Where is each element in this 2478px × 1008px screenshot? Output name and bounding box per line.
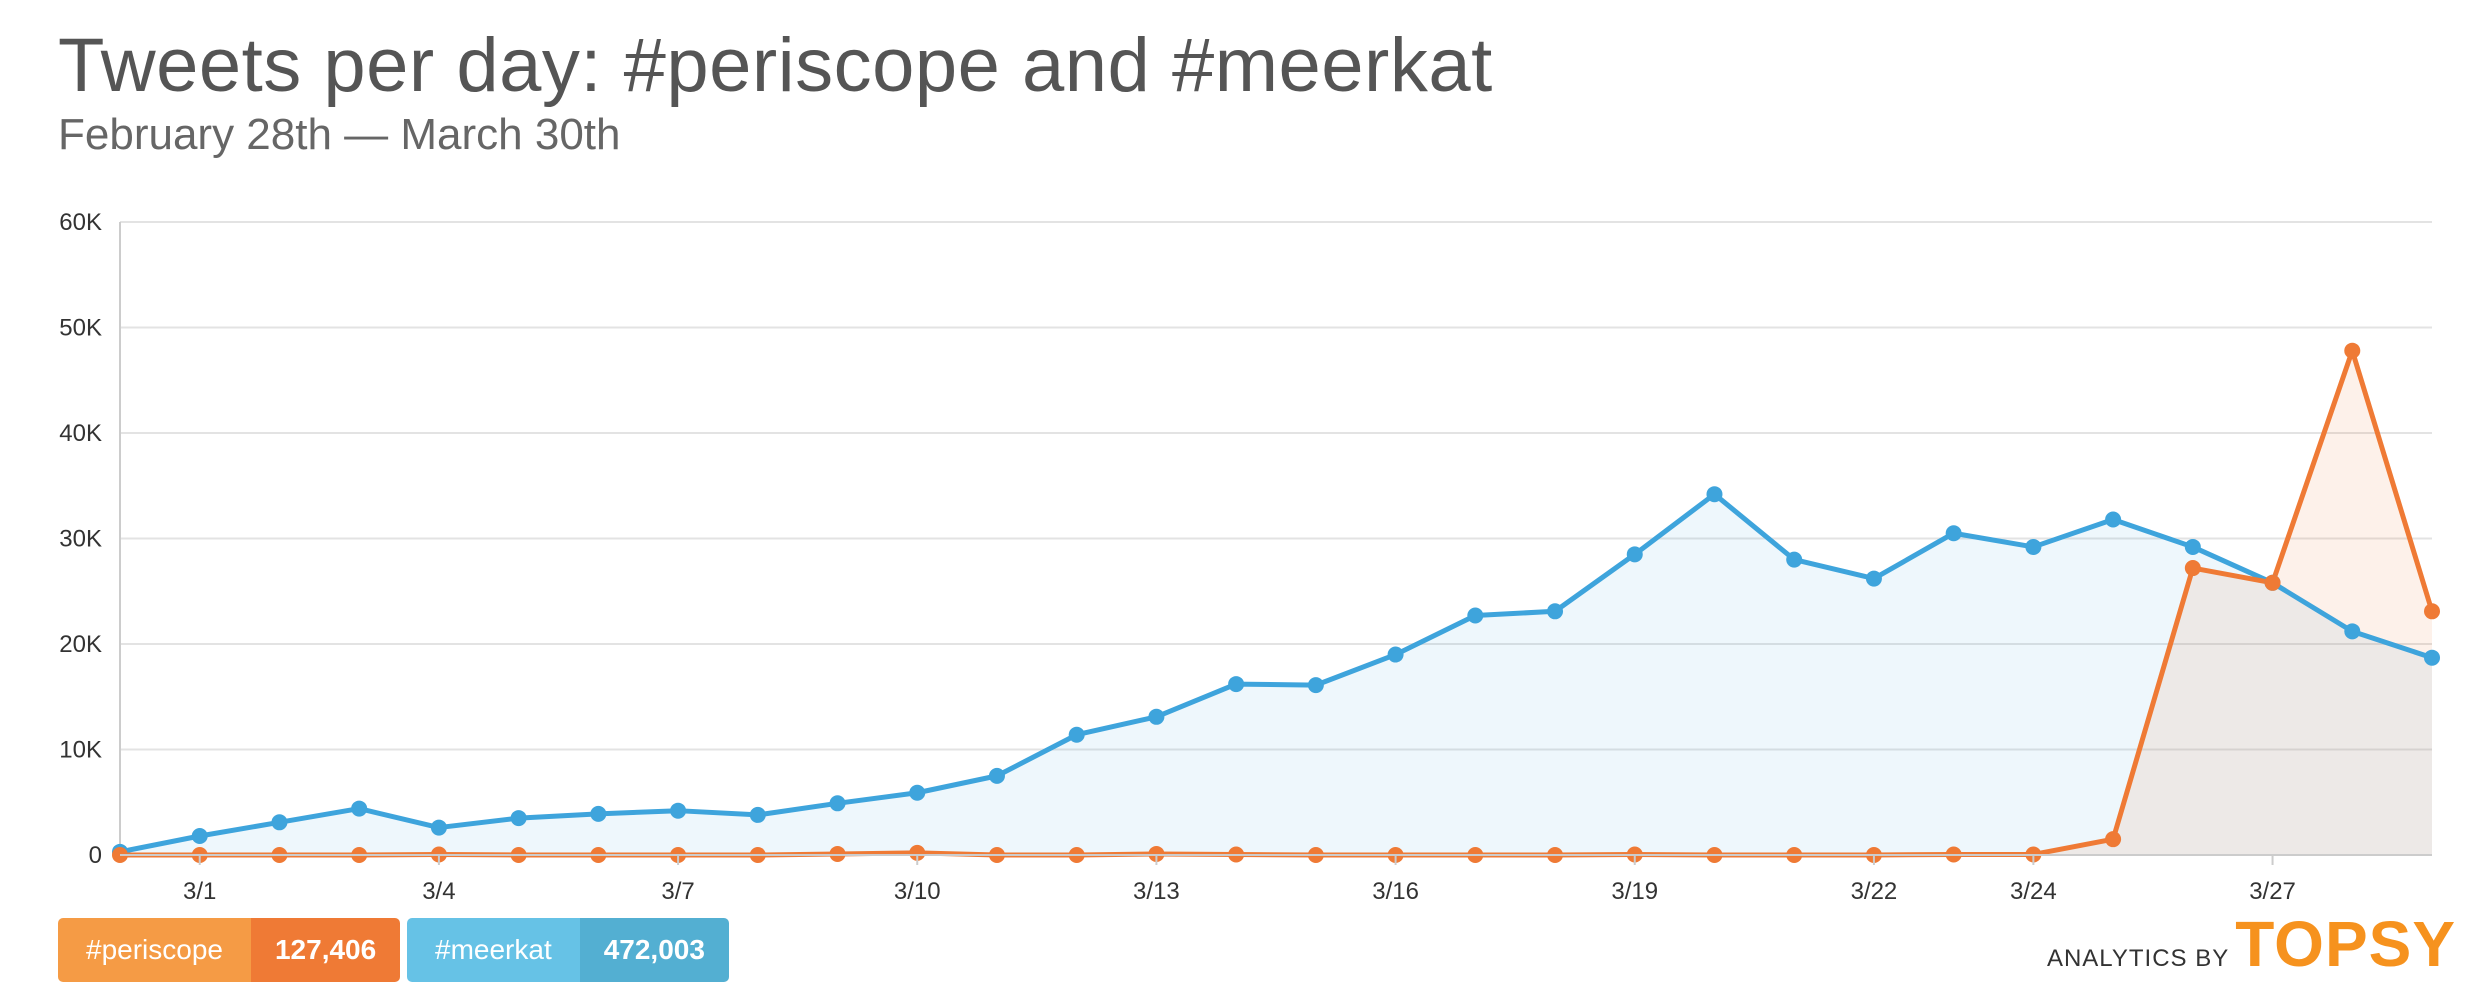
meerkat-point[interactable] [1865,570,1882,587]
meerkat-point[interactable] [1228,676,1245,693]
periscope-point[interactable] [2424,603,2440,620]
meerkat-point[interactable] [271,814,288,831]
meerkat-point[interactable] [351,800,368,817]
meerkat-point[interactable] [1626,546,1643,563]
x-tick-label: 3/27 [2249,878,2296,900]
y-tick-label: 0 [89,842,102,869]
periscope-point[interactable] [1148,845,1165,862]
meerkat-point[interactable] [749,806,766,823]
meerkat-point[interactable] [1387,646,1404,663]
meerkat-point[interactable] [1547,603,1564,620]
chart-title: Tweets per day: #periscope and #meerkat [58,23,1493,108]
legend-periscope-label: #periscope [58,918,251,982]
legend-meerkat-label: #meerkat [407,918,580,982]
x-axis: 3/1 3/4 3/7 3/10 3/13 3/16 3/19 3/22 3/24 3/27 [120,854,2432,900]
meerkat-point[interactable] [1307,677,1324,694]
legend-meerkat-total: 472,003 [579,918,729,982]
meerkat-point[interactable] [1467,607,1484,624]
meerkat-point[interactable] [590,805,607,822]
series-areas [120,350,2432,855]
periscope-point[interactable] [2344,342,2361,359]
grid-lines [120,221,2432,751]
meerkat-point[interactable] [909,784,926,801]
meerkat-point[interactable] [2184,538,2201,555]
y-tick-label: 20K [59,631,102,658]
meerkat-point[interactable] [1148,708,1165,725]
meerkat-point[interactable] [2105,511,2122,528]
meerkat-line [119,491,2433,855]
x-tick-label: 3/16 [1372,878,1419,900]
meerkat-point[interactable] [510,810,527,827]
meerkat-point[interactable] [1945,525,1962,542]
meerkat-point[interactable] [191,828,208,845]
periscope-point[interactable] [829,845,846,862]
y-tick-label: 60K [59,209,102,236]
meerkat-point[interactable] [2344,623,2361,640]
legend-meerkat[interactable]: #meerkat 472,003 [407,918,729,982]
x-tick-label: 3/22 [1851,878,1898,900]
meerkat-point[interactable] [988,767,1005,784]
branding-prefix: ANALYTICS BY [2046,945,2230,972]
x-tick-label: 3/7 [661,878,694,900]
meerkat-point[interactable] [2025,538,2042,555]
periscope-point[interactable] [2105,831,2122,848]
x-tick-label: 3/4 [422,878,455,900]
x-tick-label: 3/13 [1133,878,1180,900]
meerkat-area [120,494,2432,855]
x-tick-label: 3/24 [2010,878,2057,900]
periscope-point[interactable] [909,844,926,861]
meerkat-point[interactable] [1786,551,1803,568]
series-points [112,342,2440,863]
periscope-point[interactable] [2184,560,2201,577]
meerkat-point[interactable] [1068,726,1085,743]
meerkat-point[interactable] [2424,649,2440,666]
topsy-branding[interactable]: ANALYTICS BY TOPSY [2047,912,2456,976]
y-tick-label: 40K [59,420,102,447]
topsy-logo: TOPSY [2235,908,2456,980]
periscope-area [120,350,2432,855]
y-tick-label: 10K [59,737,102,764]
meerkat-point[interactable] [430,819,447,836]
legend-periscope[interactable]: #periscope 127,406 [58,918,401,982]
chart-subtitle: February 28th — March 30th [58,110,621,159]
meerkat-point[interactable] [829,795,846,812]
periscope-point[interactable] [2264,574,2281,591]
meerkat-point[interactable] [670,802,687,819]
y-tick-label: 50K [59,315,102,342]
y-tick-label: 30K [59,526,102,553]
x-tick-label: 3/19 [1611,878,1658,900]
x-tick-label: 3/10 [894,878,941,900]
x-tick-label: 3/1 [183,878,216,900]
legend-periscope-total: 127,406 [250,918,401,982]
y-axis: 0 10K 20K 30K 40K 50K 60K [59,209,121,869]
meerkat-point[interactable] [1706,486,1723,503]
